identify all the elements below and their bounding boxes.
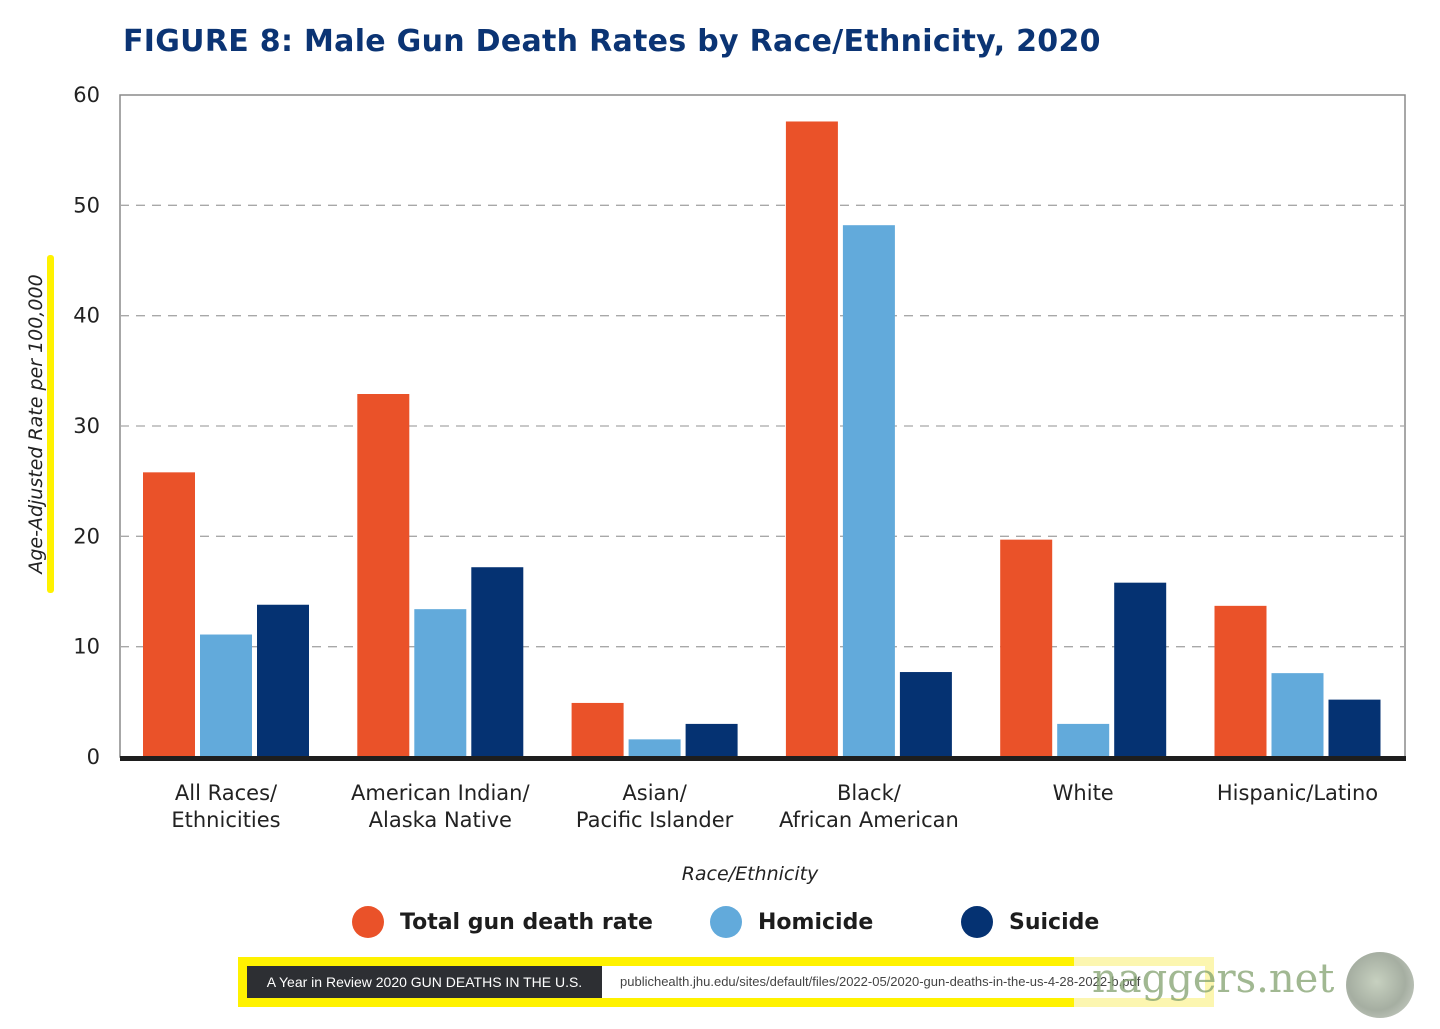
x-tick-label: Black/ bbox=[837, 781, 902, 805]
bar-total-gun-death-rate-1 bbox=[357, 394, 410, 757]
ylabel-highlight bbox=[47, 255, 54, 593]
x-tick-label: African American bbox=[779, 808, 959, 832]
bar-suicide-1 bbox=[471, 567, 524, 757]
watermark-text: naggers.net bbox=[1092, 956, 1335, 1002]
source-url[interactable]: publichealth.jhu.edu/sites/default/files… bbox=[602, 966, 1205, 998]
y-tick-label: 40 bbox=[73, 304, 100, 328]
legend-swatch-total bbox=[352, 906, 384, 938]
bar-chart: 0 10 20 30 40 50 60 Age-Adjusted Rate per 100,0… bbox=[25, 83, 1406, 885]
watermark-logo-icon bbox=[1346, 952, 1414, 1018]
x-tick-label: White bbox=[1053, 781, 1114, 805]
legend-item-total: Total gun death rate bbox=[352, 906, 653, 938]
y-tick-label: 30 bbox=[73, 414, 100, 438]
bar-suicide-4 bbox=[1114, 582, 1167, 757]
bar-homicide-5 bbox=[1271, 673, 1324, 757]
x-tick-label: Ethnicities bbox=[171, 808, 280, 832]
y-tick-label: 20 bbox=[73, 524, 100, 548]
bar-total-gun-death-rate-0 bbox=[143, 472, 195, 757]
legend: Total gun death rate Homicide Suicide bbox=[0, 906, 1440, 946]
y-tick-label: 50 bbox=[73, 193, 100, 217]
x-tick-label: American Indian/ bbox=[351, 781, 530, 805]
x-tick-label: Pacific Islander bbox=[576, 808, 734, 832]
x-tick-label: Hispanic/Latino bbox=[1217, 781, 1378, 805]
bar-total-gun-death-rate-2 bbox=[571, 702, 624, 757]
legend-swatch-suicide bbox=[961, 906, 993, 938]
bar-homicide-4 bbox=[1057, 723, 1110, 757]
legend-label-total: Total gun death rate bbox=[400, 909, 653, 935]
x-tick-label: Alaska Native bbox=[369, 808, 512, 832]
legend-label-suicide: Suicide bbox=[1009, 909, 1100, 935]
y-tick-label: 0 bbox=[87, 745, 100, 769]
bar-homicide-3 bbox=[842, 225, 895, 757]
y-tick-label: 60 bbox=[73, 83, 100, 107]
bar-homicide-0 bbox=[200, 634, 252, 757]
bar-homicide-2 bbox=[628, 739, 681, 757]
legend-item-homicide: Homicide bbox=[710, 906, 873, 938]
legend-label-homicide: Homicide bbox=[758, 909, 874, 935]
legend-swatch-homicide bbox=[710, 906, 742, 938]
bar-total-gun-death-rate-4 bbox=[1000, 539, 1053, 757]
bar-total-gun-death-rate-3 bbox=[785, 121, 838, 758]
bar-suicide-0 bbox=[257, 604, 309, 757]
chart-title: FIGURE 8: Male Gun Death Rates by Race/E… bbox=[123, 24, 1101, 59]
x-axis-label: Race/Ethnicity bbox=[682, 863, 819, 885]
legend-item-suicide: Suicide bbox=[961, 906, 1099, 938]
bar-total-gun-death-rate-5 bbox=[1214, 605, 1267, 757]
y-axis-label: Age-Adjusted Rate per 100,000 bbox=[25, 274, 47, 575]
x-axis-baseline bbox=[120, 756, 1406, 761]
bar-suicide-3 bbox=[899, 672, 952, 757]
x-tick-label: Asian/ bbox=[622, 781, 687, 805]
y-tick-label: 10 bbox=[73, 635, 100, 659]
bar-suicide-2 bbox=[685, 723, 738, 757]
source-title: A Year in Review 2020 GUN DEATHS IN THE … bbox=[247, 966, 602, 998]
bar-homicide-1 bbox=[414, 609, 467, 757]
bar-suicide-5 bbox=[1328, 699, 1381, 757]
x-tick-label: All Races/ bbox=[175, 781, 278, 805]
